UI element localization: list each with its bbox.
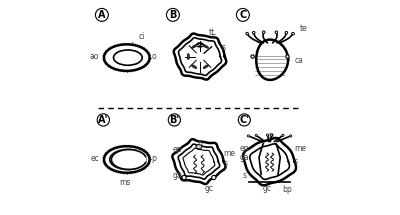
- Text: B: B: [169, 10, 177, 20]
- Text: p: p: [268, 131, 273, 140]
- Text: A': A': [98, 115, 108, 125]
- Ellipse shape: [203, 45, 208, 48]
- Polygon shape: [250, 144, 290, 179]
- Text: ao: ao: [89, 52, 99, 61]
- Text: ms: ms: [119, 178, 130, 187]
- Polygon shape: [112, 150, 146, 169]
- Text: gc: gc: [205, 184, 214, 193]
- Circle shape: [251, 55, 254, 58]
- Circle shape: [290, 135, 292, 137]
- Ellipse shape: [197, 45, 199, 47]
- Text: ga: ga: [240, 153, 250, 162]
- Text: gc: gc: [263, 184, 272, 193]
- Circle shape: [252, 31, 255, 34]
- Text: ec: ec: [91, 154, 100, 163]
- Text: C': C': [239, 115, 249, 125]
- Text: A: A: [98, 10, 106, 20]
- Text: ga: ga: [172, 171, 182, 180]
- Polygon shape: [256, 40, 288, 80]
- Text: C: C: [239, 10, 246, 20]
- Ellipse shape: [110, 149, 146, 170]
- Ellipse shape: [114, 50, 142, 65]
- Text: me: me: [223, 149, 235, 158]
- Circle shape: [262, 31, 265, 34]
- Text: p: p: [198, 139, 202, 148]
- Circle shape: [266, 134, 269, 136]
- Ellipse shape: [192, 45, 197, 48]
- Circle shape: [275, 31, 278, 34]
- Ellipse shape: [187, 54, 189, 60]
- Text: ep: ep: [240, 144, 249, 153]
- Text: me: me: [294, 144, 306, 153]
- Text: ep: ep: [172, 145, 182, 154]
- Circle shape: [182, 175, 186, 180]
- Polygon shape: [243, 138, 296, 185]
- Text: bp: bp: [282, 184, 292, 194]
- Polygon shape: [178, 38, 222, 75]
- Polygon shape: [174, 34, 226, 80]
- Text: en: en: [116, 154, 125, 163]
- Text: B': B': [169, 115, 180, 125]
- Polygon shape: [172, 139, 226, 184]
- Circle shape: [246, 32, 248, 35]
- Circle shape: [286, 55, 289, 58]
- Text: tt: tt: [202, 28, 215, 41]
- Polygon shape: [183, 148, 215, 175]
- Circle shape: [255, 134, 257, 136]
- Text: s: s: [294, 157, 298, 166]
- Circle shape: [247, 135, 250, 137]
- Circle shape: [270, 134, 273, 136]
- Circle shape: [285, 31, 288, 34]
- Ellipse shape: [197, 43, 203, 47]
- Circle shape: [282, 134, 284, 136]
- Ellipse shape: [196, 145, 202, 149]
- Ellipse shape: [201, 45, 203, 47]
- Text: te: te: [294, 24, 308, 34]
- Text: s: s: [242, 171, 246, 180]
- Text: s: s: [223, 159, 227, 168]
- Ellipse shape: [203, 65, 208, 68]
- Text: o: o: [151, 52, 156, 61]
- Ellipse shape: [104, 44, 150, 71]
- Ellipse shape: [104, 146, 150, 173]
- Circle shape: [212, 175, 216, 180]
- Ellipse shape: [192, 65, 197, 68]
- Text: ca: ca: [288, 56, 303, 65]
- Text: p: p: [151, 154, 156, 163]
- Text: s: s: [214, 43, 225, 52]
- Circle shape: [292, 32, 294, 35]
- Polygon shape: [178, 144, 220, 179]
- Text: c: c: [203, 32, 216, 44]
- Text: ci: ci: [131, 32, 145, 44]
